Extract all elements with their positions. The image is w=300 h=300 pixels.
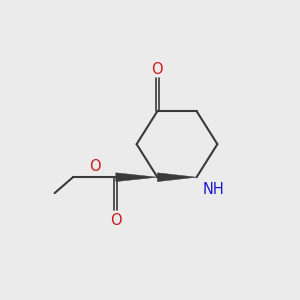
Polygon shape: [116, 173, 158, 182]
Text: O: O: [110, 213, 122, 228]
Text: NH: NH: [203, 182, 224, 196]
Polygon shape: [158, 173, 196, 182]
Text: O: O: [89, 159, 101, 174]
Text: O: O: [152, 62, 163, 77]
